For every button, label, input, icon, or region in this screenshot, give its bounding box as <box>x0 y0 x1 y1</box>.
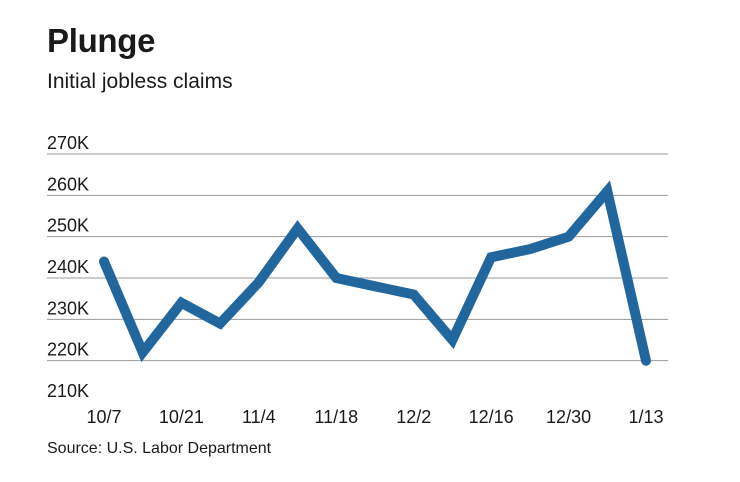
y-axis-ticks: 210K 220K 230K 240K 250K 260K 270K <box>47 133 89 401</box>
series-layer <box>99 180 651 366</box>
data-point <box>451 339 453 341</box>
y-tick-label: 270K <box>47 133 89 153</box>
data-point <box>219 322 221 324</box>
y-tick-label: 250K <box>47 216 89 236</box>
y-tick-label: 230K <box>47 298 89 318</box>
data-point <box>258 281 260 283</box>
x-tick-label: 11/4 <box>242 407 276 427</box>
data-point <box>529 248 531 250</box>
data-point <box>490 256 492 258</box>
data-point <box>413 294 415 296</box>
data-point <box>335 277 337 279</box>
data-point <box>374 285 376 287</box>
gridlines <box>47 153 668 362</box>
data-point <box>103 260 105 262</box>
x-tick-label: 12/2 <box>396 407 431 427</box>
data-point <box>180 302 182 304</box>
data-point <box>297 227 299 229</box>
series-line <box>99 180 651 366</box>
y-tick-label: 210K <box>47 381 89 401</box>
chart-title: Plunge <box>47 22 156 59</box>
y-tick-label: 240K <box>47 257 89 277</box>
data-point <box>142 351 144 353</box>
x-tick-label: 10/21 <box>159 407 204 427</box>
x-tick-label: 10/7 <box>86 407 121 427</box>
y-tick-label: 220K <box>47 340 89 360</box>
y-tick-label: 260K <box>47 174 89 194</box>
x-axis-ticks: 10/7 10/21 11/4 11/18 12/2 12/16 12/30 1/13 <box>86 407 663 427</box>
x-tick-label: 11/18 <box>314 407 358 427</box>
x-tick-label: 1/13 <box>628 407 663 427</box>
data-point <box>645 360 647 362</box>
x-tick-label: 12/16 <box>469 407 514 427</box>
chart-subtitle: Initial jobless claims <box>47 70 233 93</box>
data-point <box>568 236 570 238</box>
source-note: Source: U.S. Labor Department <box>47 440 272 457</box>
data-point <box>606 190 608 192</box>
x-tick-label: 12/30 <box>546 407 591 427</box>
